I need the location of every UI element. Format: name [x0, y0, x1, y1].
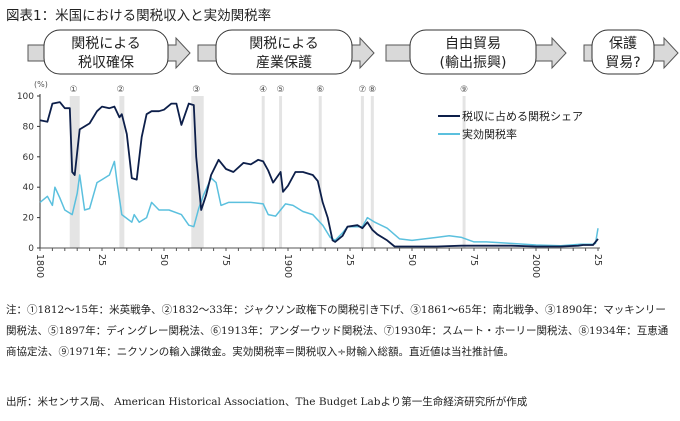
flow-label-line2: 貿易?	[605, 55, 640, 71]
flow-box	[591, 29, 655, 75]
y-tick-label: 40	[23, 183, 35, 193]
flow-box	[409, 29, 537, 75]
notes-text: 注：①1812～15年：米英戦争、②1832～33年：ジャクソン政権下の関税引き…	[6, 304, 669, 358]
event-label: ③	[192, 85, 200, 95]
x-tick-label: 25	[344, 254, 355, 266]
x-tick-label: 75	[468, 254, 479, 266]
flow-label-line2: 税収確保	[78, 55, 134, 71]
x-tick-label: 50	[406, 254, 417, 266]
legend-label: 税収に占める関税シェア	[462, 109, 583, 123]
flow-box	[43, 29, 169, 75]
event-label: ①	[69, 85, 77, 95]
event-band	[318, 96, 322, 248]
event-band	[462, 96, 466, 248]
flow-box	[215, 29, 353, 75]
source: 出所：米センサス局、 American Historical Associati…	[6, 396, 528, 408]
x-tick-label: 1800	[34, 254, 45, 278]
event-label: ②	[117, 85, 125, 95]
flow-label-line2: (輸出振興)	[440, 55, 507, 71]
notes: 注：①1812～15年：米英戦争、②1832～33年：ジャクソン政権下の関税引き…	[6, 300, 671, 363]
y-tick-label: 0	[28, 244, 34, 254]
figure-title: 図表1：米国における関税収入と実効関税率	[6, 8, 272, 24]
tariff-chart: ① ② ③ ④ ⑤ ⑥ ⑦ ⑧ ⑨ (%) 0 20 40 60 80 100 1800 25 50 75 1900 25…	[17, 80, 603, 278]
x-tick-label: 25	[96, 254, 107, 266]
flow-label-line1: 関税による	[249, 36, 319, 52]
event-band	[261, 96, 265, 248]
legend-label: 実効関税率	[462, 127, 517, 141]
event-band	[360, 96, 364, 248]
event-band	[119, 96, 125, 248]
x-tick-label: 1900	[282, 254, 293, 278]
event-label: ⑨	[460, 85, 468, 95]
y-tick-label: 20	[23, 214, 35, 224]
flow-label-line2: 産業保護	[256, 55, 312, 71]
event-label: ⑧	[368, 85, 376, 95]
event-label: ⑦	[358, 85, 366, 95]
x-tick-label: 75	[220, 254, 231, 266]
series-line	[39, 101, 599, 248]
event-band	[370, 96, 374, 248]
x-tick-label: 25	[592, 254, 603, 266]
flow-stage: 自由貿易 (輸出振興)	[409, 29, 537, 75]
series-line	[39, 160, 599, 247]
y-tick-label: 60	[23, 153, 35, 163]
flow-label-line1: 関税による	[71, 36, 141, 52]
y-tick-label: 80	[23, 122, 35, 132]
event-label: ⑤	[277, 85, 285, 95]
event-label: ④	[259, 85, 267, 95]
event-label: ⑥	[316, 85, 324, 95]
x-tick-label: 2000	[530, 254, 541, 278]
x-tick-label: 50	[158, 254, 169, 266]
flow-label-line1: 自由貿易	[445, 36, 501, 52]
y-tick-label: 100	[17, 92, 34, 102]
flow-label-line1: 保護	[609, 36, 637, 52]
y-axis-unit: (%)	[34, 80, 48, 89]
